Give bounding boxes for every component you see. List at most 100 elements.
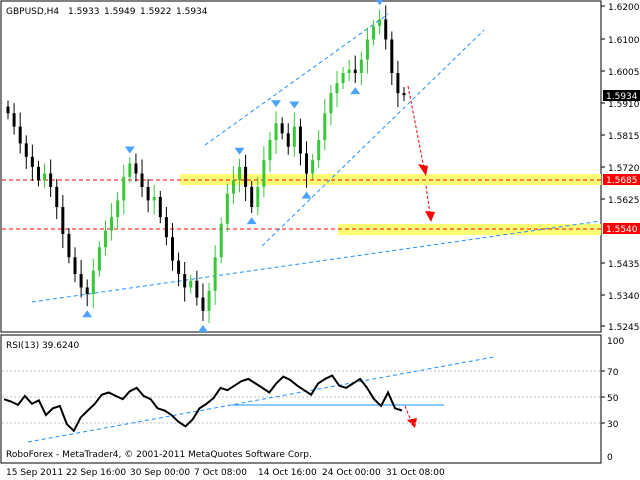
candle[interactable]	[365, 27, 369, 74]
candle[interactable]	[6, 100, 10, 120]
candle[interactable]	[396, 60, 400, 108]
candle[interactable]	[97, 241, 101, 277]
candle[interactable]	[311, 154, 315, 180]
time-label: 31 Oct 08:00	[386, 468, 445, 478]
candle[interactable]	[213, 245, 217, 305]
price-tick-label: 1.5720	[608, 164, 640, 174]
candle[interactable]	[67, 227, 71, 264]
candle[interactable]	[12, 103, 16, 135]
candle[interactable]	[110, 203, 114, 241]
time-label: 30 Sep 00:00	[130, 468, 190, 478]
candle[interactable]	[335, 71, 339, 108]
candle[interactable]	[152, 184, 156, 215]
candle[interactable]	[323, 99, 327, 151]
candle[interactable]	[183, 262, 187, 302]
candle-body	[384, 19, 388, 40]
candle[interactable]	[134, 153, 138, 182]
candle[interactable]	[55, 178, 59, 220]
candle[interactable]	[231, 166, 235, 204]
candle[interactable]	[286, 123, 290, 155]
candle-body	[201, 297, 205, 311]
price-tick: 1.5435	[601, 260, 640, 270]
rsi-panel-frame[interactable]	[0, 334, 602, 464]
candle[interactable]	[268, 131, 272, 173]
support-band-lower[interactable]	[338, 224, 601, 235]
candle[interactable]	[244, 154, 248, 202]
channel-upper-line[interactable]	[204, 13, 389, 146]
candle[interactable]	[390, 31, 394, 86]
candle[interactable]	[292, 112, 296, 157]
long-support-line[interactable]	[31, 220, 602, 303]
candle[interactable]	[164, 207, 168, 246]
candlestick-series[interactable]	[6, 5, 406, 323]
channel-lower-line[interactable]	[261, 29, 485, 247]
candle[interactable]	[140, 159, 144, 197]
rsi-tick-label: 0	[607, 453, 613, 463]
candle[interactable]	[61, 194, 65, 248]
candle-body	[298, 126, 302, 154]
candle[interactable]	[85, 279, 89, 307]
fractal-down-arrow	[246, 217, 257, 225]
candle[interactable]	[146, 178, 150, 213]
candle[interactable]	[73, 247, 77, 283]
price-chart-frame[interactable]	[0, 0, 602, 333]
candle-body	[79, 274, 83, 288]
candle[interactable]	[305, 141, 309, 188]
candle[interactable]	[116, 192, 120, 230]
candle[interactable]	[49, 159, 53, 197]
candle[interactable]	[24, 135, 28, 169]
candle[interactable]	[329, 85, 333, 126]
fractal-up-arrow	[271, 100, 282, 108]
candle[interactable]	[238, 158, 242, 193]
candle[interactable]	[170, 223, 174, 271]
candle[interactable]	[36, 160, 40, 187]
candle[interactable]	[384, 5, 388, 50]
candle-body	[49, 173, 53, 187]
ohlc-low: 1.5922	[140, 7, 172, 17]
candle[interactable]	[122, 164, 126, 215]
candle[interactable]	[128, 157, 132, 183]
candle[interactable]	[317, 129, 321, 169]
current-price-label: 1.5934	[606, 92, 638, 102]
rsi-support-line[interactable]	[27, 356, 495, 443]
candle-body	[359, 59, 363, 74]
level-tag-label: 1.5685	[606, 176, 638, 186]
candle[interactable]	[402, 87, 406, 102]
candle[interactable]	[262, 146, 266, 197]
rsi-line[interactable]	[3, 374, 403, 433]
candle[interactable]	[195, 270, 199, 306]
candle[interactable]	[103, 220, 107, 256]
fractal-down-arrow	[82, 310, 93, 318]
candle[interactable]	[158, 190, 162, 224]
candle[interactable]	[250, 180, 254, 214]
candle[interactable]	[225, 183, 229, 232]
price-tick: 1.5245	[601, 323, 640, 333]
candle[interactable]	[30, 144, 34, 181]
candle[interactable]	[219, 217, 223, 264]
candle[interactable]	[378, 9, 382, 35]
candle[interactable]	[177, 252, 181, 287]
candle-body	[335, 83, 339, 94]
candle[interactable]	[372, 20, 376, 46]
candle[interactable]	[43, 163, 47, 189]
candle[interactable]	[298, 118, 302, 166]
candle[interactable]	[353, 55, 357, 84]
candle[interactable]	[280, 117, 284, 140]
candle-body	[177, 260, 181, 275]
candle[interactable]	[18, 112, 22, 154]
candle[interactable]	[189, 274, 193, 294]
candle[interactable]	[359, 51, 363, 86]
candle[interactable]	[256, 176, 260, 216]
candle[interactable]	[207, 282, 211, 323]
trend-lines[interactable]	[31, 13, 602, 303]
candle[interactable]	[347, 59, 351, 82]
candle[interactable]	[79, 259, 83, 298]
candle-body	[73, 257, 77, 275]
candle-body	[268, 140, 272, 161]
candle[interactable]	[201, 283, 205, 321]
candle[interactable]	[274, 111, 278, 155]
candle[interactable]	[341, 66, 345, 90]
candle[interactable]	[91, 258, 95, 309]
candle-body	[219, 223, 223, 258]
